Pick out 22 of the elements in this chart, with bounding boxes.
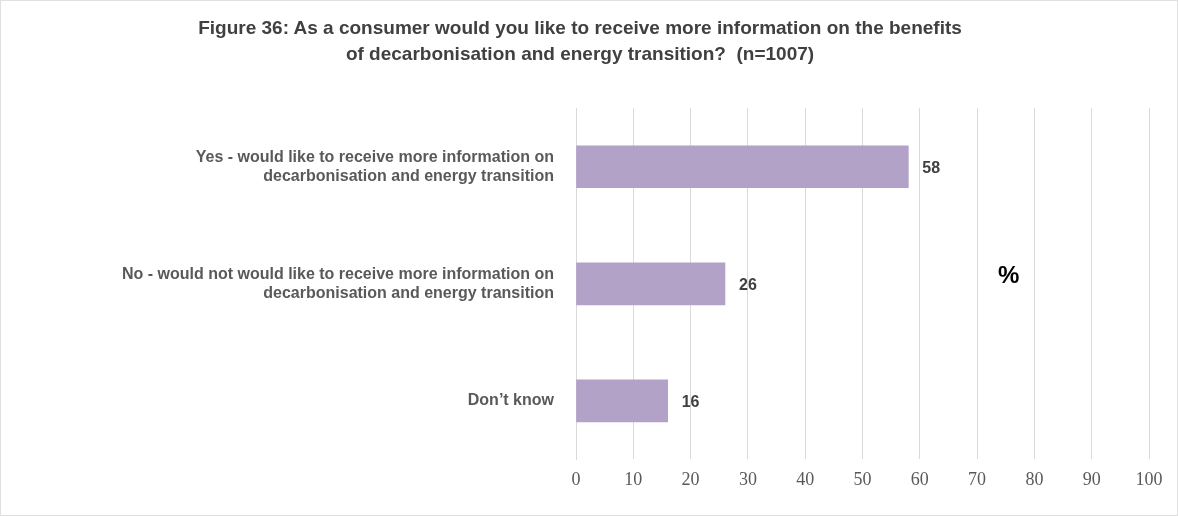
x-tick-label: 40 [796,468,815,489]
x-tick-label: 30 [738,468,757,489]
bar [576,379,669,423]
x-tick-label: 60 [910,468,929,489]
x-tick-label: 20 [681,468,700,489]
y-tick-label: Yes - would like to receive more information on decarbonisation and energy transition [195,147,554,184]
x-tick-label: 70 [968,468,987,489]
x-tick-label: 100 [1135,468,1163,489]
x-tick-label: 80 [1025,468,1044,489]
x-tick-label: 0 [571,468,581,489]
data-label: 16 [681,393,700,411]
x-tick-label: 10 [624,468,643,489]
y-tick-label: Don’t know [467,391,555,409]
x-tick-label: 50 [853,468,872,489]
data-label: 26 [738,276,757,294]
chart-title: Figure 36: As a consumer would you like to receive more information on the benefits of decarbonisation and energy transition? (n=1007) [198,16,962,65]
bar [576,145,909,189]
y-tick-label: No - would not would like to receive more information on decarbonisation and energy transition [121,264,554,301]
x-axis-title: % [997,261,1020,289]
bar [576,262,726,306]
x-tick-label: 90 [1082,468,1101,489]
data-label: 58 [922,159,941,177]
